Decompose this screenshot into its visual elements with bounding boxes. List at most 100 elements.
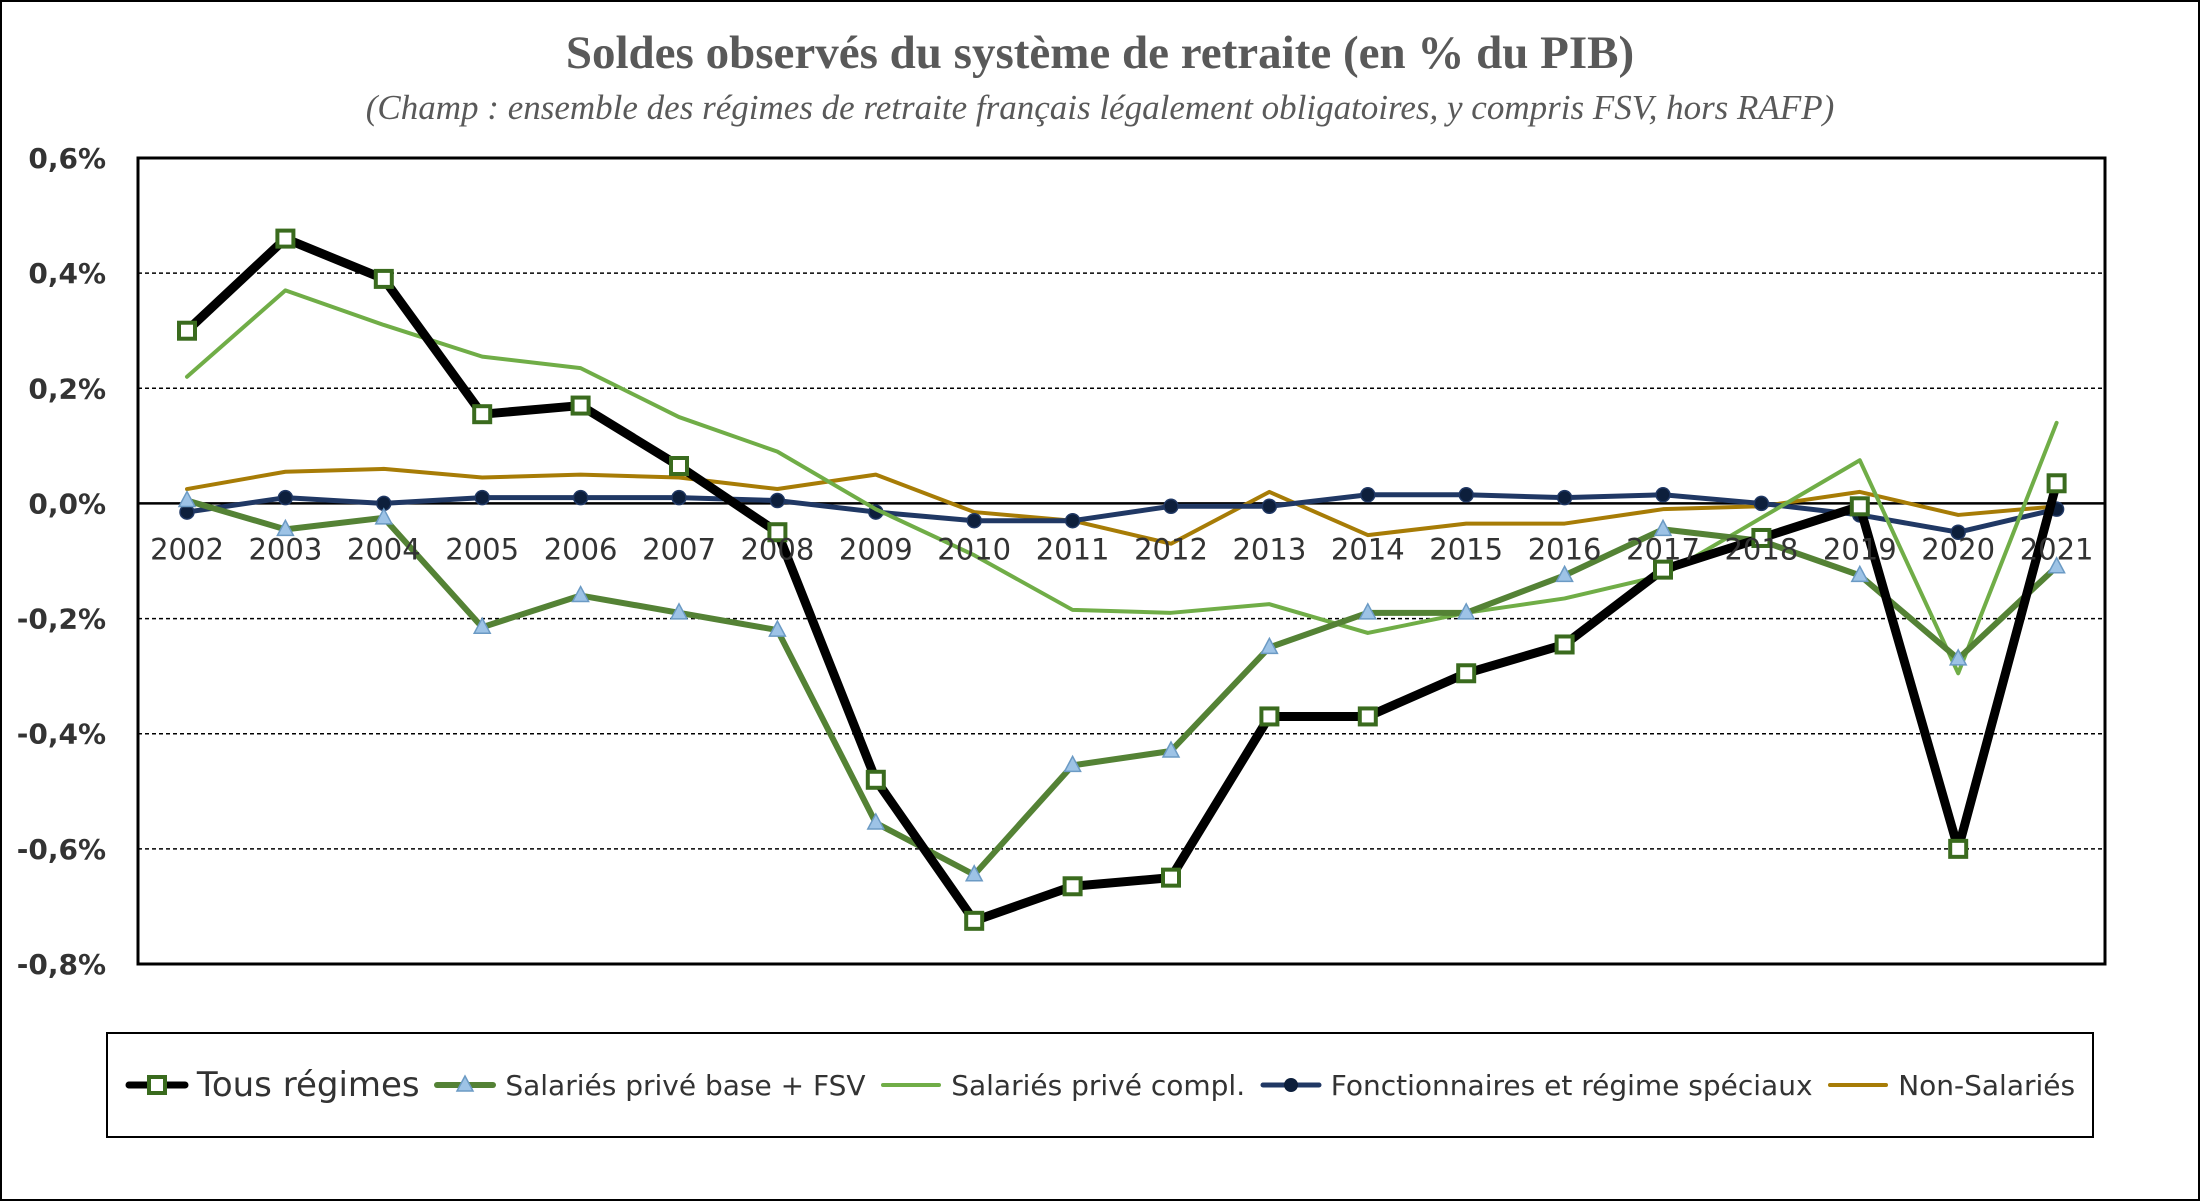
x-tick-label: 2003: [248, 532, 322, 566]
data-point: [1849, 496, 1870, 517]
data-point: [1753, 495, 1770, 512]
data-point: [1653, 559, 1673, 580]
data-point: [1653, 518, 1673, 537]
data-point: [1357, 706, 1378, 727]
legend-swatch: [1828, 1083, 1889, 1087]
data-point: [866, 812, 886, 830]
x-tick-label: 2020: [1921, 532, 1995, 566]
data-point: [1850, 564, 1870, 583]
y-tick-label: 0,6%: [28, 142, 106, 175]
x-tick-label: 2013: [1232, 532, 1306, 566]
legend-swatch: [1260, 1078, 1322, 1092]
y-tick-label: 0,2%: [28, 372, 106, 405]
data-point: [1163, 498, 1179, 515]
data-point: [671, 489, 687, 506]
data-point: [1064, 512, 1081, 529]
data-point: [964, 910, 985, 931]
data-point: [472, 404, 493, 425]
data-point: [177, 320, 197, 341]
x-tick-label: 2018: [1724, 532, 1798, 566]
x-tick-labels: 2002 2003 2004 2005 2006 2007 2008 2009 2010 2011…: [150, 532, 2093, 566]
series-2: [185, 288, 2059, 676]
data-point: [276, 518, 295, 537]
data-point: [374, 507, 394, 525]
y-tick-label: 0,4%: [28, 257, 106, 290]
data-point: [865, 769, 886, 790]
series-line: [184, 492, 2060, 535]
legend-item: Tous régimes: [125, 1065, 420, 1105]
x-tick-label: 2019: [1823, 532, 1897, 566]
legend-label: Salariés privé base + FSV: [505, 1068, 866, 1102]
chart-title: Soldes observés du système de retraite (…: [565, 27, 1635, 79]
data-point: [1655, 487, 1671, 503]
chart-subtitle: (Champ : ensemble des régimes de retrait…: [365, 88, 1835, 127]
y-tick-label: -0,8%: [17, 948, 106, 981]
data-point: [2047, 556, 2066, 574]
legend-item: Fonctionnaires et régime spéciaux: [1259, 1069, 1813, 1102]
legend-marker: [1283, 1078, 1298, 1092]
data-point: [1260, 636, 1279, 655]
x-tick-label: 2009: [839, 532, 913, 566]
x-tick-label: 2002: [150, 532, 224, 566]
data-point: [1556, 489, 1573, 506]
data-point: [2046, 473, 2067, 494]
x-tick-label: 2012: [1134, 532, 1208, 566]
data-point: [1358, 602, 1378, 620]
legend-item: Salariés privé compl.: [879, 1069, 1245, 1102]
gridlines: [138, 272, 2105, 850]
series-lines: [177, 228, 2067, 931]
legend-swatch: [434, 1074, 497, 1092]
data-point: [1555, 564, 1574, 583]
series-line: [185, 288, 2059, 676]
series-3: [179, 487, 2065, 540]
data-point: [964, 864, 984, 882]
y-tick-label: -0,4%: [17, 718, 106, 751]
data-point: [1456, 602, 1476, 620]
data-point: [768, 619, 787, 637]
data-point: [769, 492, 786, 509]
data-point: [474, 489, 490, 506]
data-point: [669, 456, 689, 477]
x-tick-label: 2007: [642, 532, 716, 566]
series-line: [185, 466, 2059, 546]
data-point: [1948, 838, 1969, 859]
data-point: [1259, 706, 1280, 727]
axes: 0,6% 0,4% 0,2% 0,0% -0,2% -0,4% -0,6% -0,8%: [17, 142, 2107, 981]
data-point: [1261, 498, 1278, 515]
x-tick-label: 2017: [1626, 532, 1700, 566]
data-point: [373, 268, 394, 289]
data-point: [1456, 663, 1477, 684]
data-point: [277, 489, 294, 506]
legend-marker: [146, 1075, 167, 1095]
data-point: [1063, 754, 1082, 773]
legend-swatch: [125, 1075, 189, 1095]
legend-marker: [456, 1074, 475, 1092]
y-tick-label: -0,6%: [17, 833, 106, 866]
data-point: [1554, 634, 1575, 655]
x-tick-label: 2004: [347, 532, 421, 566]
data-point: [767, 522, 788, 543]
data-point: [1950, 524, 1966, 540]
x-tick-label: 2011: [1036, 532, 1110, 566]
data-point: [1948, 648, 1968, 666]
data-point: [572, 489, 589, 506]
legend-swatch: [881, 1083, 942, 1087]
data-point: [1751, 527, 1772, 548]
data-point: [570, 395, 591, 416]
data-point: [966, 512, 982, 529]
data-point: [1458, 487, 1474, 503]
legend-item: Salariés privé base + FSV: [433, 1068, 866, 1102]
legend-label: Fonctionnaires et régime spéciaux: [1330, 1068, 1813, 1102]
data-point: [275, 228, 296, 249]
y-tick-label: 0,0%: [28, 487, 106, 520]
series-line: [182, 234, 2062, 926]
data-point: [1161, 867, 1181, 888]
y-tick-label: -0,2%: [17, 603, 106, 636]
x-tick-label: 2014: [1331, 532, 1405, 566]
x-tick-label: 2015: [1429, 532, 1503, 566]
data-point: [1161, 740, 1181, 758]
series-4: [185, 466, 2059, 546]
data-point: [1062, 876, 1083, 897]
x-tick-label: 2021: [2020, 532, 2094, 566]
